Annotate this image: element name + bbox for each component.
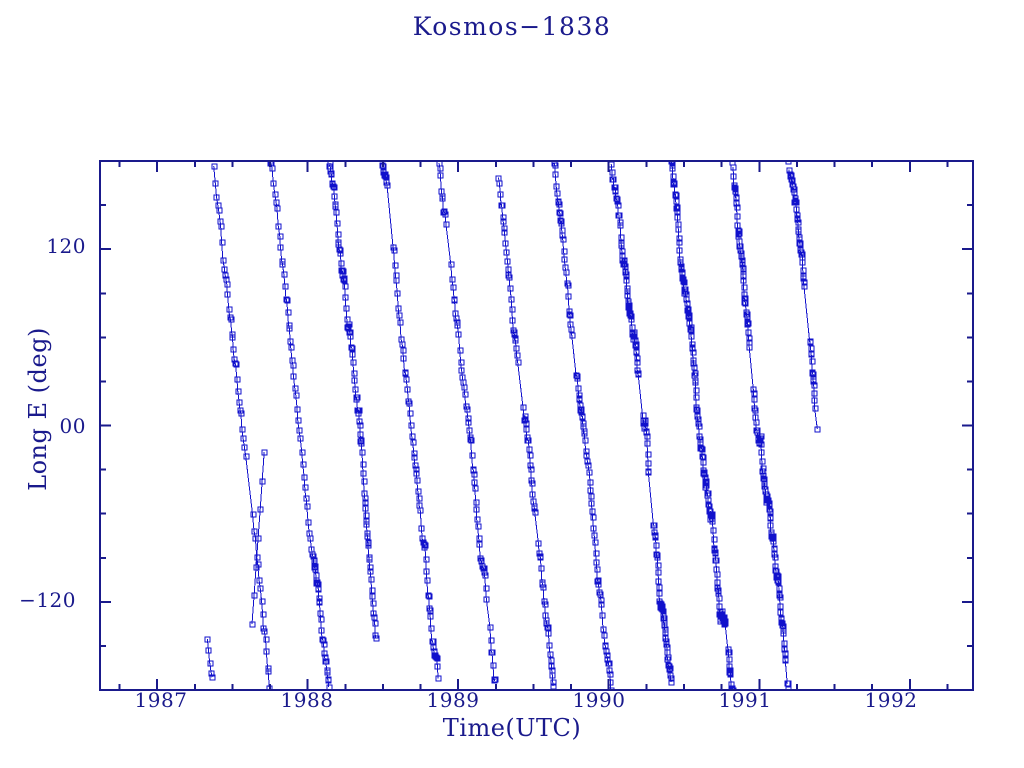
x-tick-label-1990: 1990: [572, 688, 626, 712]
page-title: Kosmos−1838: [412, 12, 612, 41]
x-tick-label-1987: 1987: [134, 688, 188, 712]
y-axis-title: Long E (deg): [24, 327, 52, 491]
data-series-kosmos-1838: [204, 161, 821, 690]
x-axis-title: Time(UTC): [442, 714, 582, 742]
axis-frame: [99, 160, 974, 691]
y-tick-label-minus120: −120: [19, 588, 76, 612]
x-tick-label-1991: 1991: [718, 688, 772, 712]
x-tick-label-1988: 1988: [280, 688, 334, 712]
x-tick-label-1989: 1989: [426, 688, 480, 712]
y-tick-label-120: 120: [46, 234, 86, 258]
y-tick-label-0: 00: [59, 414, 86, 438]
x-tick-label-1992: 1992: [864, 688, 918, 712]
